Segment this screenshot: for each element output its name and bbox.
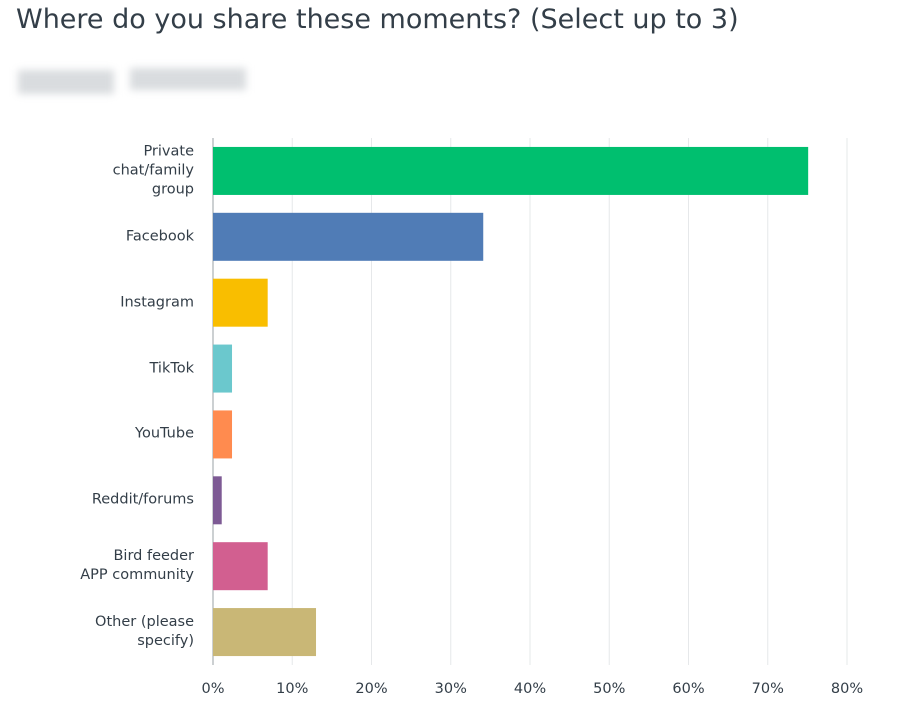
- x-tick-label: 40%: [514, 681, 546, 697]
- y-tick-label: TikTok: [149, 360, 195, 377]
- bar: [213, 278, 268, 327]
- blurred-info: [18, 70, 114, 94]
- y-tick-label: Bird feeder APP community: [80, 548, 194, 584]
- bar: [213, 410, 233, 459]
- bar: [213, 146, 809, 195]
- bar: [213, 212, 484, 261]
- y-tick-label: Reddit/forums: [91, 491, 194, 508]
- x-tick-label: 50%: [593, 681, 625, 697]
- y-tick-label: Private chat/family group: [112, 143, 194, 198]
- bar: [213, 542, 268, 591]
- y-tick-label: Other (please specify): [95, 614, 194, 650]
- x-tick-label: 30%: [435, 681, 467, 697]
- y-tick-label: YouTube: [135, 425, 194, 442]
- x-tick-label: 0%: [201, 681, 224, 697]
- x-tick-label: 10%: [276, 681, 308, 697]
- x-tick-label: 20%: [355, 681, 387, 697]
- y-tick-label: Facebook: [125, 228, 194, 245]
- bar: [213, 608, 317, 657]
- bar: [213, 344, 233, 393]
- bar: [213, 476, 222, 525]
- x-tick-label: 60%: [672, 681, 704, 697]
- x-tick-label: 80%: [831, 681, 863, 697]
- y-tick-label: Instagram: [120, 294, 194, 311]
- x-tick-label: 70%: [752, 681, 784, 697]
- chart-title: Where do you share these moments? (Selec…: [16, 4, 739, 35]
- blurred-info: [130, 68, 246, 90]
